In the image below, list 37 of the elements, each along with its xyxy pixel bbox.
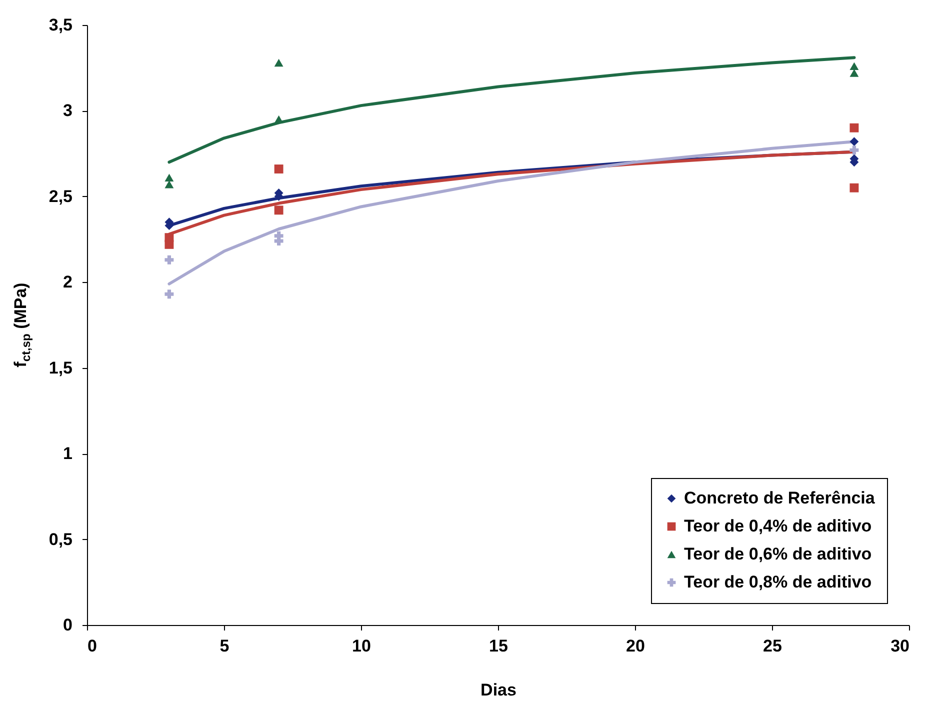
point bbox=[274, 206, 284, 215]
x-tick-label: 15 bbox=[489, 636, 508, 656]
x-tick-label: 0 bbox=[88, 636, 97, 656]
point bbox=[164, 290, 174, 299]
point bbox=[274, 164, 284, 174]
y-tick-label: 2 bbox=[63, 272, 72, 292]
point bbox=[274, 58, 284, 67]
point bbox=[164, 180, 174, 188]
point bbox=[850, 146, 859, 155]
point bbox=[274, 115, 284, 124]
x-tick-label: 30 bbox=[890, 636, 910, 656]
point bbox=[850, 69, 859, 77]
x-axis-title: Dias bbox=[480, 680, 516, 700]
legend-label: Teor de 0,4% de aditivo bbox=[684, 516, 872, 536]
x-tick-label: 25 bbox=[763, 636, 782, 656]
y-tick-label: 2,5 bbox=[48, 186, 72, 206]
x-tick-label: 5 bbox=[220, 636, 230, 656]
legend-label: Teor de 0,6% de aditivo bbox=[684, 544, 872, 564]
y-tick-label: 3,5 bbox=[48, 16, 72, 34]
x-tick-label: 10 bbox=[352, 636, 371, 656]
legend-label: Concreto de Referência bbox=[684, 488, 876, 508]
point bbox=[164, 174, 174, 182]
x-tick-label: 20 bbox=[626, 636, 645, 656]
y-tick-label: 1 bbox=[63, 444, 72, 464]
point bbox=[850, 183, 859, 192]
y-tick-label: 0 bbox=[63, 616, 72, 634]
point bbox=[850, 137, 859, 146]
y-tick-label: 3 bbox=[63, 101, 72, 120]
legend-label: Teor de 0,8% de aditivo bbox=[684, 572, 872, 592]
point bbox=[274, 236, 284, 246]
point bbox=[164, 255, 174, 264]
point bbox=[850, 62, 859, 70]
line-series bbox=[168, 56, 856, 164]
point bbox=[164, 240, 174, 249]
point bbox=[850, 123, 859, 132]
y-tick-label: 1,5 bbox=[48, 358, 72, 378]
y-tick-label: 0,5 bbox=[48, 530, 72, 549]
